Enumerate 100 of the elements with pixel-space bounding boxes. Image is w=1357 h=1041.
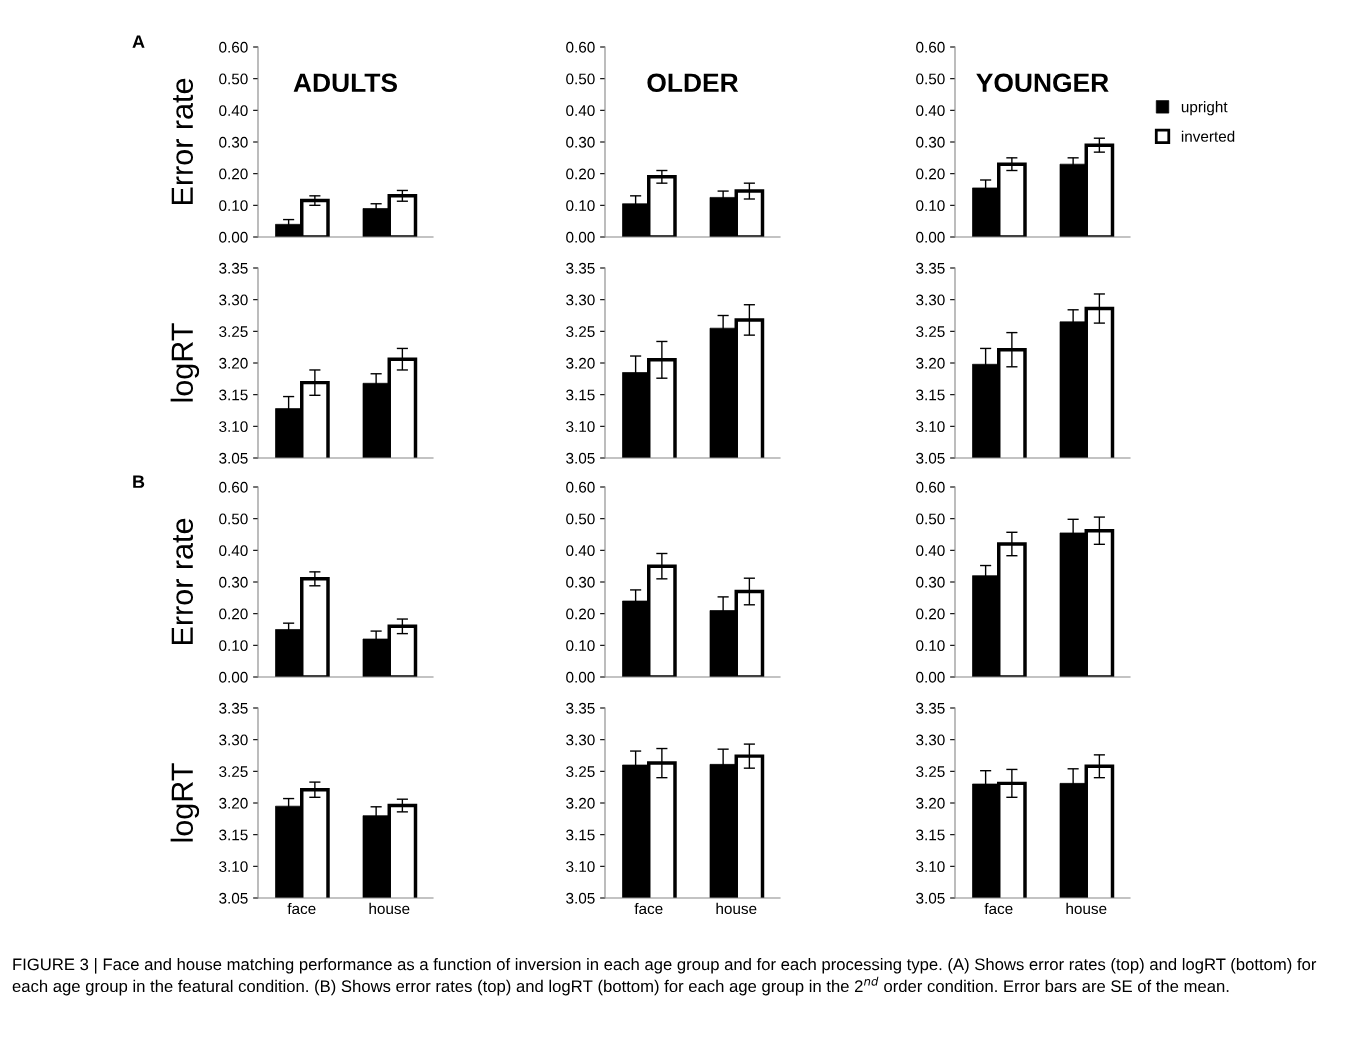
y-tick-label: 0.00: [916, 671, 945, 683]
text: B: [133, 475, 145, 488]
y-tick-label: 0.60: [219, 41, 248, 53]
y-tick-label: 0.30: [566, 576, 595, 588]
y-tick-label: 3.15: [916, 389, 945, 401]
y-tick-label: 3.15: [916, 829, 945, 841]
y-tick-label: 3.05: [566, 892, 595, 904]
x-tick-label: face: [287, 902, 316, 915]
y-tick-label: 0.00: [916, 231, 945, 243]
x-tick-label: house: [716, 902, 757, 915]
y-tick-label: 0.60: [916, 41, 945, 53]
y-tick-label: 3.30: [566, 734, 595, 746]
y-tick-label: 0.00: [219, 671, 248, 683]
y-tick-label: 0.20: [916, 168, 945, 180]
y-tick-label: 3.10: [219, 861, 248, 873]
y-tick-label: 3.35: [916, 262, 945, 274]
y-tick-label: 0.10: [219, 200, 248, 212]
y-tick-label: 0.30: [566, 136, 595, 148]
caption: FIGURE 3 | Face and house matching performance as a function of inversion in each age group and for each processing type. (A) Shows error rates (top) and logRT (bottom) for each age group in the featural condition. (B) Shows error rates (top) and logRT (bottom) for each age group in the 2$^{nd}$ order condition. Error bars are SE of the mean.: [12, 958, 1317, 996]
y-tick-label: 3.30: [219, 734, 248, 746]
y-tick-label: 3.15: [566, 829, 595, 841]
y-tick-label: 3.25: [219, 766, 248, 778]
y-tick-label: 0.40: [916, 105, 945, 117]
y-tick-label: 0.10: [219, 640, 248, 652]
y-tick-label: 3.25: [916, 766, 945, 778]
y-tick-label: 3.35: [566, 702, 595, 714]
y-tick-label: 0.30: [916, 576, 945, 588]
y-tick-label: 0.20: [566, 608, 595, 620]
y-tick-label: 3.35: [566, 262, 595, 274]
y-tick-label: 3.20: [566, 357, 595, 369]
text: OLDER: [647, 73, 739, 93]
y-tick-label: 0.20: [566, 168, 595, 180]
y-tick-label: 0.60: [219, 481, 248, 493]
y-tick-label: 3.15: [219, 829, 248, 841]
y-tick-label: 3.25: [916, 326, 945, 338]
y-tick-label: 3.30: [916, 294, 945, 306]
text: YOUNGER: [976, 73, 1109, 93]
y-tick-label: 3.10: [916, 421, 945, 433]
legend-label: upright: [1181, 101, 1228, 116]
x-tick-label: house: [369, 902, 410, 915]
y-tick-label: 3.05: [916, 892, 945, 904]
y-axis-title: logRT: [170, 323, 200, 402]
y-tick-label: 3.35: [916, 702, 945, 714]
y-tick-label: 3.05: [219, 452, 248, 464]
y-tick-label: 0.00: [219, 231, 248, 243]
y-axis-title: Error rate: [171, 518, 194, 645]
y-tick-label: 3.25: [566, 766, 595, 778]
y-tick-label: 0.10: [566, 200, 595, 212]
y-tick-label: 3.30: [916, 734, 945, 746]
y-tick-label: 0.50: [916, 513, 945, 525]
y-tick-label: 0.00: [566, 671, 595, 683]
y-tick-label: 3.15: [566, 389, 595, 401]
y-tick-label: 3.05: [916, 452, 945, 464]
y-tick-label: 3.20: [566, 797, 595, 809]
y-tick-label: 0.00: [566, 231, 595, 243]
y-tick-label: 0.30: [916, 136, 945, 148]
y-tick-label: 3.30: [566, 294, 595, 306]
y-tick-label: 0.40: [566, 545, 595, 557]
y-tick-label: 0.30: [219, 576, 248, 588]
y-tick-label: 3.05: [219, 892, 248, 904]
y-tick-label: 3.10: [566, 861, 595, 873]
y-axis-title: Error rate: [171, 78, 194, 205]
y-tick-label: 3.10: [566, 421, 595, 433]
y-tick-label: 0.40: [219, 105, 248, 117]
y-tick-label: 3.30: [219, 294, 248, 306]
y-tick-label: 3.10: [916, 861, 945, 873]
y-tick-label: 0.50: [566, 513, 595, 525]
y-tick-label: 0.40: [219, 545, 248, 557]
y-tick-label: 0.10: [916, 640, 945, 652]
y-tick-label: 3.15: [219, 389, 248, 401]
x-tick-label: face: [984, 902, 1013, 915]
x-tick-label: house: [1066, 902, 1107, 915]
y-tick-label: 0.10: [916, 200, 945, 212]
y-tick-label: 0.50: [566, 73, 595, 85]
y-tick-label: 3.35: [219, 702, 248, 714]
y-tick-label: 0.40: [566, 105, 595, 117]
y-tick-label: 3.25: [566, 326, 595, 338]
y-tick-label: 3.05: [566, 452, 595, 464]
y-axis-title: logRT: [170, 763, 200, 842]
y-tick-label: 3.35: [219, 262, 248, 274]
text: ADULTS: [293, 73, 397, 93]
y-tick-label: 0.20: [916, 608, 945, 620]
y-tick-label: 0.60: [566, 481, 595, 493]
y-tick-label: 0.50: [916, 73, 945, 85]
text: A: [132, 35, 145, 48]
x-tick-label: face: [634, 902, 663, 915]
y-tick-label: 0.30: [219, 136, 248, 148]
y-tick-label: 3.10: [219, 421, 248, 433]
y-tick-label: 0.50: [219, 513, 248, 525]
y-tick-label: 0.60: [916, 481, 945, 493]
y-tick-label: 0.10: [566, 640, 595, 652]
y-tick-label: 3.20: [219, 797, 248, 809]
y-tick-label: 0.40: [916, 545, 945, 557]
legend-label: inverted: [1181, 130, 1235, 142]
y-tick-label: 0.20: [219, 608, 248, 620]
y-tick-label: 3.20: [219, 357, 248, 369]
y-tick-label: 3.25: [219, 326, 248, 338]
y-tick-label: 3.20: [916, 357, 945, 369]
y-tick-label: 0.50: [219, 73, 248, 85]
y-tick-label: 0.60: [566, 41, 595, 53]
